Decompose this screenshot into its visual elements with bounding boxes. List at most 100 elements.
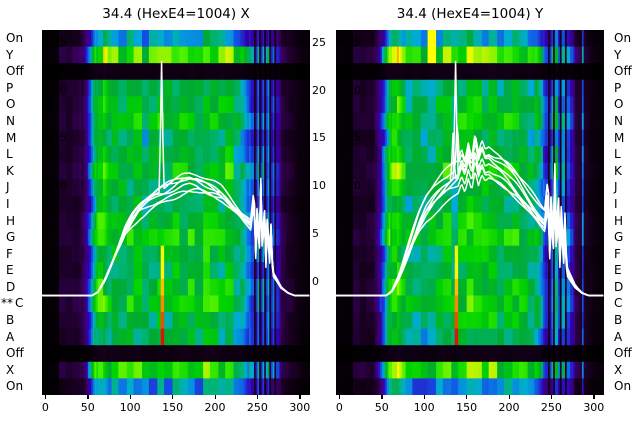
row-label-text: On [614,31,632,45]
row-label-text: O [6,97,16,112]
row-label-text: M [6,130,17,145]
row-label-h-11: H [614,213,623,230]
x-tick-mark-100 [423,395,426,399]
row-label-on-21: On [6,378,23,395]
row-label-text: E [6,263,14,278]
row-label-k-8: K [6,163,14,180]
row-label-text: Y [614,47,622,62]
y-tick-label-10: 10 [53,179,67,193]
row-label-text: O [614,97,624,112]
y-tick-label-25: 25 [347,35,361,49]
row-label-text: On [6,379,24,394]
row-label-h-11: H [6,213,15,230]
row-label-text: L [6,147,13,162]
row-label-off-2: Off [614,63,632,80]
row-label-text: D [614,279,624,294]
y-tick-mark-0 [42,281,49,283]
panel-y: 34.4 (HexE4=1004) Y 25 20 15 10 5 0 0 50 100 150 2… [336,0,604,440]
x-tick-mark-50 [381,395,383,399]
row-label-on-0: On [6,30,23,47]
y-tick-mark-5 [336,233,343,235]
x-tick-label-50: 50 [374,401,389,414]
y-gap-tick-25: 25 [312,35,326,49]
y-gap-tick-10: 10 [312,179,326,193]
row-label-text: P [6,80,14,95]
x-tick-label-150: 150 [456,401,478,414]
row-label-text: G [614,230,624,245]
row-label-text: H [6,213,16,228]
x-tick-label-250: 250 [246,401,268,414]
row-label-text: On [6,31,24,45]
row-label-text: N [614,113,623,128]
x-tick-label-50: 50 [80,401,95,414]
row-label-m-6: M [614,130,624,147]
row-label-e-14: E [614,262,622,279]
row-label-a-18: A [614,329,622,346]
panel-x-title: 34.4 (HexE4=1004) X [102,6,250,22]
x-tick-mark-150 [466,395,468,399]
row-label-text: J [6,180,10,195]
row-label-off-19: Off [614,345,632,362]
x-tick-mark-0 [338,395,341,399]
row-label-y-1: Y [614,47,621,64]
row-label-p-3: P [6,80,13,97]
row-label-i-10: I [6,196,10,213]
x-tick-mark-300 [593,395,595,399]
x-tick-mark-100 [129,395,132,399]
row-label-text: N [6,113,15,128]
row-label-text: K [6,163,14,178]
y-gap-tick-5: 5 [312,227,319,241]
y-tick-mark-10 [336,185,343,188]
x-tick-mark-300 [299,395,301,399]
row-label-c-16: ** C [1,295,23,312]
row-label-g-12: G [6,229,15,246]
x-tick-mark-50 [87,395,89,399]
row-label-text: Off [6,64,24,79]
x-tick-label-200: 200 [498,401,520,414]
row-label-text: G [6,230,16,245]
y-tick-mark-20 [42,90,49,92]
x-tick-label-150: 150 [162,401,184,414]
y-tick-label-10: 10 [347,179,361,193]
y-tick-label-15: 15 [53,131,67,145]
row-label-l-7: L [614,146,621,163]
x-tick-mark-200 [508,395,510,399]
row-label-text: X [614,362,623,377]
y-tick-mark-20 [336,90,343,92]
x-tick-mark-0 [44,395,47,399]
y-tick-mark-15 [42,137,49,140]
y-tick-mark-10 [42,185,49,188]
row-label-text: H [614,213,624,228]
x-tick-label-300: 300 [583,401,605,414]
row-label-o-4: O [614,96,623,113]
row-label-c-16: C [614,295,622,312]
row-label-text: Y [6,47,14,62]
row-axis-right: On Y Off P O N M L K J I H G F E D C B A Off X On [608,0,640,440]
row-label-l-7: L [6,146,13,163]
row-label-text: Off [614,346,632,361]
row-label-text: P [614,80,622,95]
row-label-text: A [6,329,15,344]
x-tick-mark-150 [172,395,174,399]
x-tick-label-0: 0 [335,401,343,414]
row-label-off-19: Off [6,345,24,362]
y-tick-mark-15 [336,137,343,140]
y-gap-tick-15: 15 [312,131,326,145]
row-label-text: C [15,296,24,311]
y-tick-mark-0 [336,281,343,283]
y-tick-label-5: 5 [53,227,60,241]
row-label-x-20: X [614,362,622,379]
row-label-text: E [614,263,622,278]
row-label-text: X [6,362,15,377]
heatmap-x-canvas [42,30,310,395]
row-label-text: L [614,147,621,162]
x-tick-mark-250 [256,395,259,399]
row-label-f-13: F [614,246,621,263]
y-axis-gap-ticks: 25 20 15 10 5 0 [310,0,336,440]
x-tick-label-100: 100 [413,401,435,414]
row-label-text: A [614,329,623,344]
row-label-d-15: D [6,279,15,296]
row-label-text: F [6,246,13,261]
x-tick-label-0: 0 [41,401,49,414]
row-label-text: M [614,130,625,145]
